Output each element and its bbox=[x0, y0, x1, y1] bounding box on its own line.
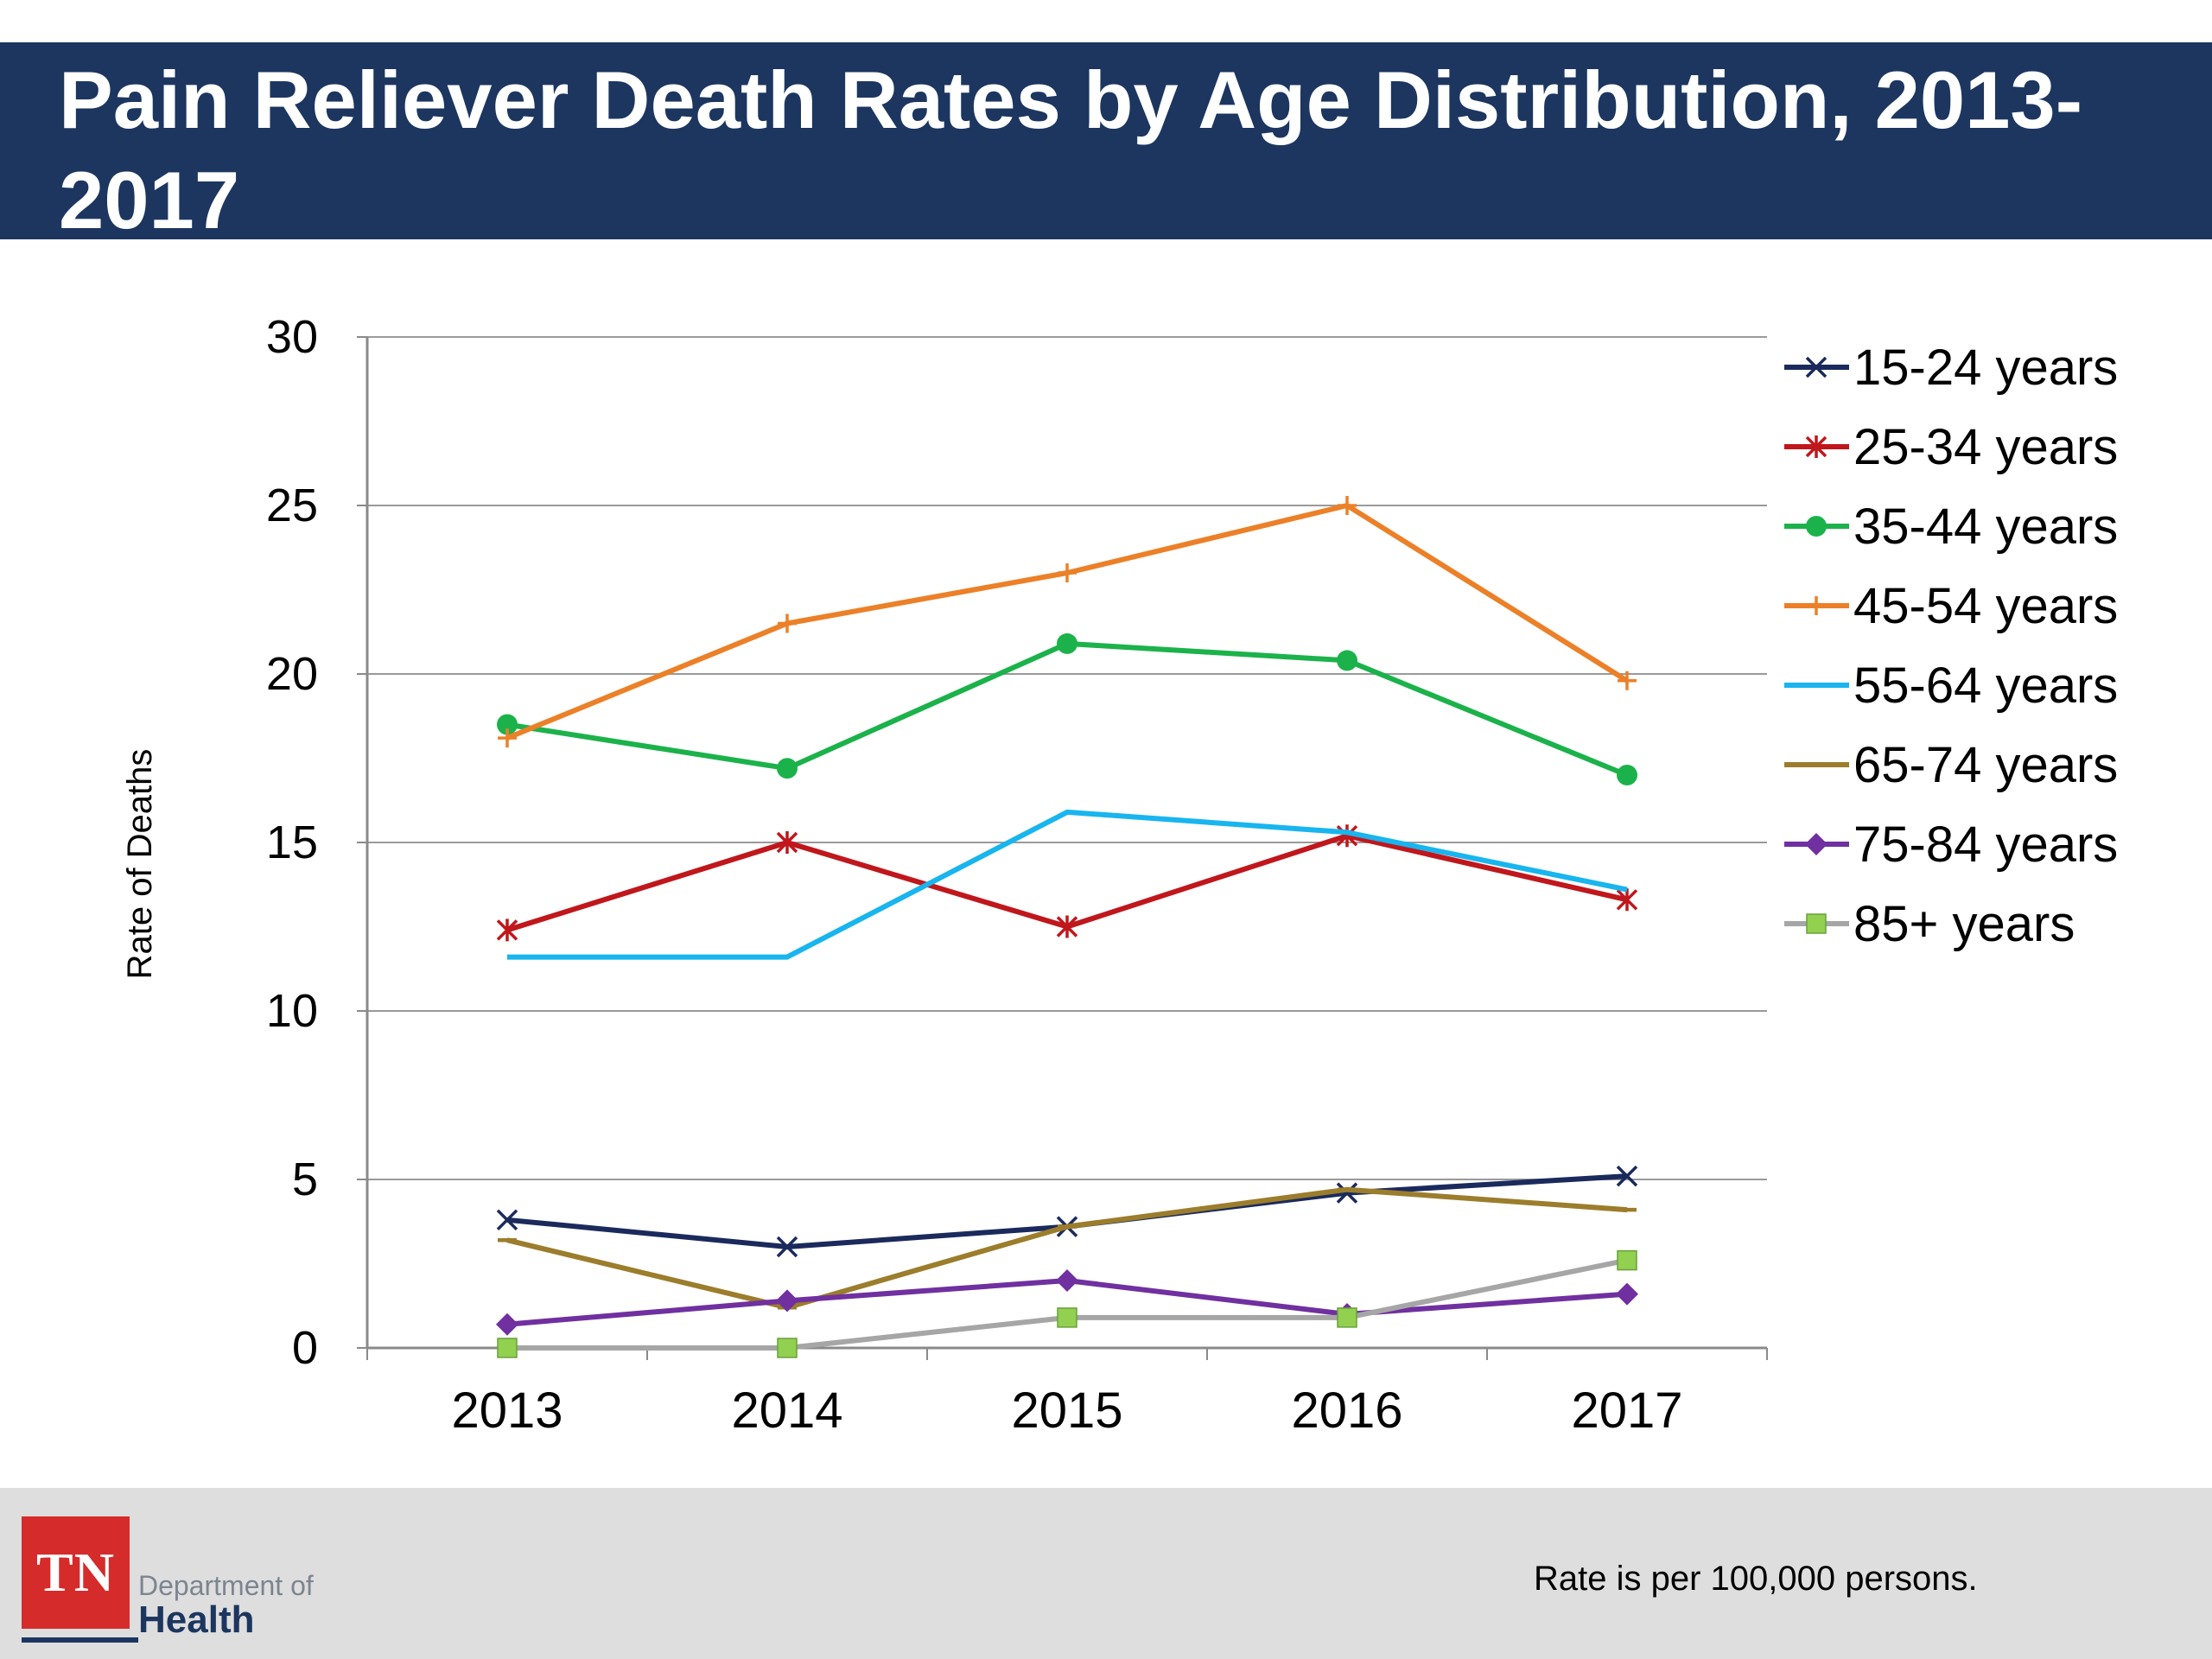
series-65-74-years bbox=[498, 1186, 1637, 1311]
legend-label: 75-84 years bbox=[1853, 817, 2118, 873]
y-tick-label: 5 bbox=[292, 1154, 318, 1205]
x-marker bbox=[1805, 356, 1827, 378]
diamond-marker bbox=[496, 1313, 518, 1336]
title-bar bbox=[0, 42, 2212, 239]
y-tick-label: 0 bbox=[292, 1322, 318, 1374]
legend-label: 45-54 years bbox=[1853, 578, 2118, 634]
y-axis-label: Rate of Deaths bbox=[121, 749, 159, 980]
x-tick-label: 2013 bbox=[451, 1382, 563, 1439]
logo-mark: TN bbox=[22, 1516, 130, 1629]
asterisk-marker bbox=[1805, 435, 1827, 458]
plus-marker bbox=[1338, 496, 1357, 515]
footnote: Rate is per 100,000 persons. bbox=[1534, 1560, 1978, 1598]
series-line bbox=[507, 809, 1628, 960]
legend-label: 25-34 years bbox=[1853, 419, 2118, 475]
series-line bbox=[506, 1173, 1628, 1249]
series-85-years bbox=[497, 1249, 1637, 1358]
circle-marker bbox=[1057, 632, 1077, 654]
legend-label: 65-74 years bbox=[1853, 737, 2118, 793]
x-tick-label: 2016 bbox=[1291, 1382, 1402, 1439]
circle-marker bbox=[1806, 516, 1827, 537]
square-marker bbox=[1337, 1307, 1357, 1328]
footer-bar bbox=[0, 1488, 2212, 1659]
square-marker bbox=[1617, 1249, 1637, 1271]
asterisk-marker bbox=[1616, 888, 1638, 912]
asterisk-marker bbox=[1056, 915, 1078, 938]
series-line bbox=[506, 640, 1629, 778]
circle-marker bbox=[777, 758, 798, 779]
legend: 15-24 years 25-34 years 35-44 years 45-54 y… bbox=[1784, 340, 2118, 952]
plus-marker bbox=[1618, 671, 1637, 690]
legend-item: 35-44 years bbox=[1784, 499, 2118, 555]
axes: 0 5 10 15 20 25 30 2013 2014 2015 2016 2017 bbox=[266, 311, 1768, 1439]
logo-line1: Department of bbox=[138, 1570, 314, 1601]
gridlines bbox=[367, 336, 1767, 1180]
square-marker bbox=[1806, 913, 1827, 934]
y-tick-label: 15 bbox=[266, 817, 318, 868]
plus-marker bbox=[1058, 563, 1077, 582]
diamond-marker bbox=[1616, 1282, 1638, 1306]
y-tick-label: 20 bbox=[266, 648, 318, 700]
legend-item: 75-84 years bbox=[1784, 817, 2118, 873]
circle-marker bbox=[1337, 650, 1357, 671]
x-tick-label: 2014 bbox=[731, 1382, 842, 1439]
series-25-34-years bbox=[496, 824, 1638, 942]
logo-line2: Health bbox=[138, 1599, 255, 1641]
legend-item: 65-74 years bbox=[1784, 737, 2118, 793]
series-line bbox=[505, 503, 1629, 741]
x-tick-label: 2015 bbox=[1011, 1382, 1122, 1439]
circle-marker bbox=[497, 714, 518, 735]
square-marker bbox=[777, 1338, 798, 1358]
x-marker bbox=[1616, 1165, 1638, 1187]
legend-item: 85+ years bbox=[1784, 896, 2075, 952]
diamond-marker bbox=[776, 1289, 798, 1313]
legend-label: 35-44 years bbox=[1853, 499, 2118, 555]
legend-label: 55-64 years bbox=[1853, 658, 2118, 714]
diamond-marker bbox=[1805, 833, 1827, 855]
square-marker bbox=[1057, 1307, 1077, 1328]
legend-item: 55-64 years bbox=[1784, 658, 2118, 714]
plus-marker bbox=[498, 728, 517, 748]
circle-marker bbox=[1617, 765, 1637, 785]
logo-mark-text: TN bbox=[36, 1541, 115, 1603]
x-tick-label: 2017 bbox=[1571, 1382, 1682, 1439]
legend-item: 15-24 years bbox=[1784, 340, 2118, 396]
y-tick-label: 30 bbox=[266, 311, 318, 363]
plus-marker bbox=[1807, 596, 1826, 615]
square-marker bbox=[497, 1338, 518, 1358]
legend-item: 45-54 years bbox=[1784, 578, 2118, 634]
diamond-marker bbox=[1056, 1269, 1078, 1292]
logo-underline bbox=[22, 1637, 138, 1643]
asterisk-marker bbox=[776, 831, 798, 854]
line-chart: 0 5 10 15 20 25 30 2013 2014 2015 2016 2017 15-24 y… bbox=[121, 311, 2118, 1439]
y-tick-label: 10 bbox=[266, 985, 318, 1037]
legend-label: 85+ years bbox=[1853, 896, 2075, 952]
series-35-44-years bbox=[497, 632, 1637, 785]
slide-title: Pain Reliever Death Rates by Age Distrib… bbox=[59, 54, 2083, 245]
x-marker bbox=[1336, 1182, 1358, 1204]
x-marker bbox=[496, 1209, 518, 1231]
series-lines bbox=[496, 496, 1638, 1358]
series-45-54-years bbox=[498, 496, 1637, 748]
plus-marker bbox=[778, 613, 797, 633]
legend-label: 15-24 years bbox=[1853, 340, 2118, 396]
y-tick-label: 25 bbox=[266, 480, 318, 531]
series-55-64-years bbox=[507, 809, 1628, 960]
asterisk-marker bbox=[496, 918, 518, 942]
legend-item: 25-34 years bbox=[1784, 419, 2118, 475]
x-marker bbox=[776, 1236, 798, 1258]
